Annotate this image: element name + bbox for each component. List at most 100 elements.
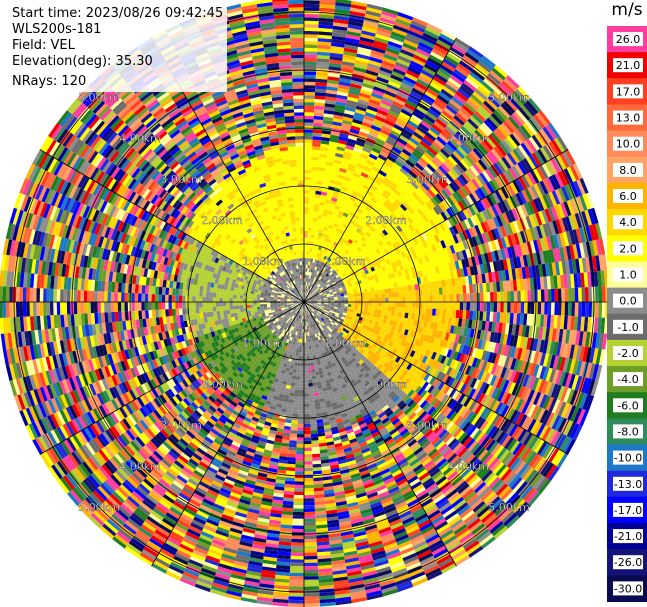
- range-gate: [392, 28, 408, 37]
- range-gate: [378, 105, 390, 114]
- range-gate: [330, 218, 336, 223]
- range-gate: [476, 292, 481, 302]
- range-gate: [405, 307, 409, 313]
- range-gate: [340, 203, 347, 210]
- range-gate: [326, 82, 339, 88]
- range-gate: [339, 132, 349, 139]
- range-gate: [313, 273, 317, 278]
- range-gate: [304, 149, 312, 154]
- range-gate: [362, 118, 374, 125]
- range-gate: [350, 157, 359, 163]
- range-gate: [380, 13, 397, 22]
- range-gate: [346, 30, 362, 37]
- range-gate: [455, 285, 460, 294]
- range-gate: [332, 211, 338, 217]
- range-gate: [411, 307, 416, 314]
- range-gate: [429, 295, 433, 302]
- range-gate: [400, 108, 413, 118]
- range-gate: [354, 293, 358, 297]
- range-gate: [414, 81, 428, 91]
- range-gate: [304, 98, 315, 103]
- range-gate: [439, 302, 443, 310]
- range-gate: [319, 201, 326, 206]
- range-gate: [305, 268, 308, 272]
- range-gate: [432, 288, 436, 296]
- range-gate: [332, 121, 342, 127]
- range-gate: [304, 193, 310, 198]
- range-gate: [318, 160, 327, 165]
- range-gate: [304, 173, 311, 177]
- range-gate: [326, 192, 333, 198]
- range-gate: [365, 178, 374, 185]
- range-gate: [323, 116, 334, 122]
- range-gate: [486, 282, 491, 293]
- range-gate: [368, 56, 383, 64]
- range-gate: [551, 302, 555, 316]
- range-gate: [449, 294, 454, 302]
- range-gate: [350, 79, 363, 86]
- range-gate: [390, 103, 403, 112]
- range-gate: [446, 294, 450, 302]
- range-gate: [333, 159, 342, 165]
- range-gate: [304, 217, 309, 221]
- range-gate: [367, 156, 377, 164]
- range-gate: [387, 135, 398, 144]
- range-gate: [304, 27, 319, 32]
- range-gate: [486, 302, 491, 312]
- range-gate: [307, 237, 311, 242]
- range-gate: [339, 74, 352, 80]
- range-gate: [348, 20, 364, 27]
- range-gate: [390, 31, 406, 40]
- range-gate: [328, 250, 333, 255]
- range-gate: [309, 244, 313, 249]
- range-gate: [309, 186, 316, 191]
- range-gate: [568, 302, 572, 316]
- range-gate: [311, 265, 314, 270]
- range-gate: [337, 174, 345, 180]
- range-gate: [370, 287, 375, 292]
- range-gate: [312, 136, 322, 141]
- range-gate: [335, 202, 342, 208]
- range-gate: [438, 287, 443, 295]
- range-gate: [304, 254, 307, 258]
- range-gate: [354, 302, 359, 305]
- range-gate: [520, 290, 525, 302]
- range-gate: [351, 76, 364, 83]
- range-gate: [595, 286, 599, 302]
- range-gate: [408, 63, 423, 73]
- range-gate: [319, 150, 328, 155]
- range-gate: [399, 85, 412, 94]
- range-gate: [389, 77, 402, 86]
- range-gate: [332, 25, 348, 31]
- range-gate: [345, 169, 354, 176]
- range-gate: [307, 285, 310, 290]
- range-gate: [342, 119, 353, 126]
- range-gate: [388, 132, 399, 141]
- range-gate: [357, 178, 366, 185]
- range-gate: [326, 89, 338, 95]
- range-gate: [391, 287, 395, 293]
- range-gate: [358, 131, 369, 138]
- range-gate: [304, 81, 316, 86]
- range-gate: [314, 98, 326, 104]
- range-gate: [513, 302, 518, 314]
- range-gate: [344, 304, 348, 307]
- range-gate: [426, 23, 443, 34]
- range-gate: [305, 295, 307, 299]
- range-gate: [335, 152, 344, 158]
- range-gate: [342, 54, 357, 60]
- range-gate: [306, 292, 309, 296]
- range-gate: [442, 302, 447, 310]
- range-gate: [496, 291, 501, 302]
- range-gate: [595, 302, 599, 318]
- range-gate: [341, 215, 348, 221]
- range-gate: [364, 140, 375, 148]
- range-gate: [397, 55, 412, 64]
- range-gate: [376, 109, 389, 117]
- range-gate: [375, 298, 379, 302]
- range-gate: [601, 286, 606, 302]
- range-gate: [507, 302, 511, 313]
- range-gate: [335, 227, 341, 233]
- range-gate: [304, 115, 314, 120]
- range-gate: [456, 302, 460, 311]
